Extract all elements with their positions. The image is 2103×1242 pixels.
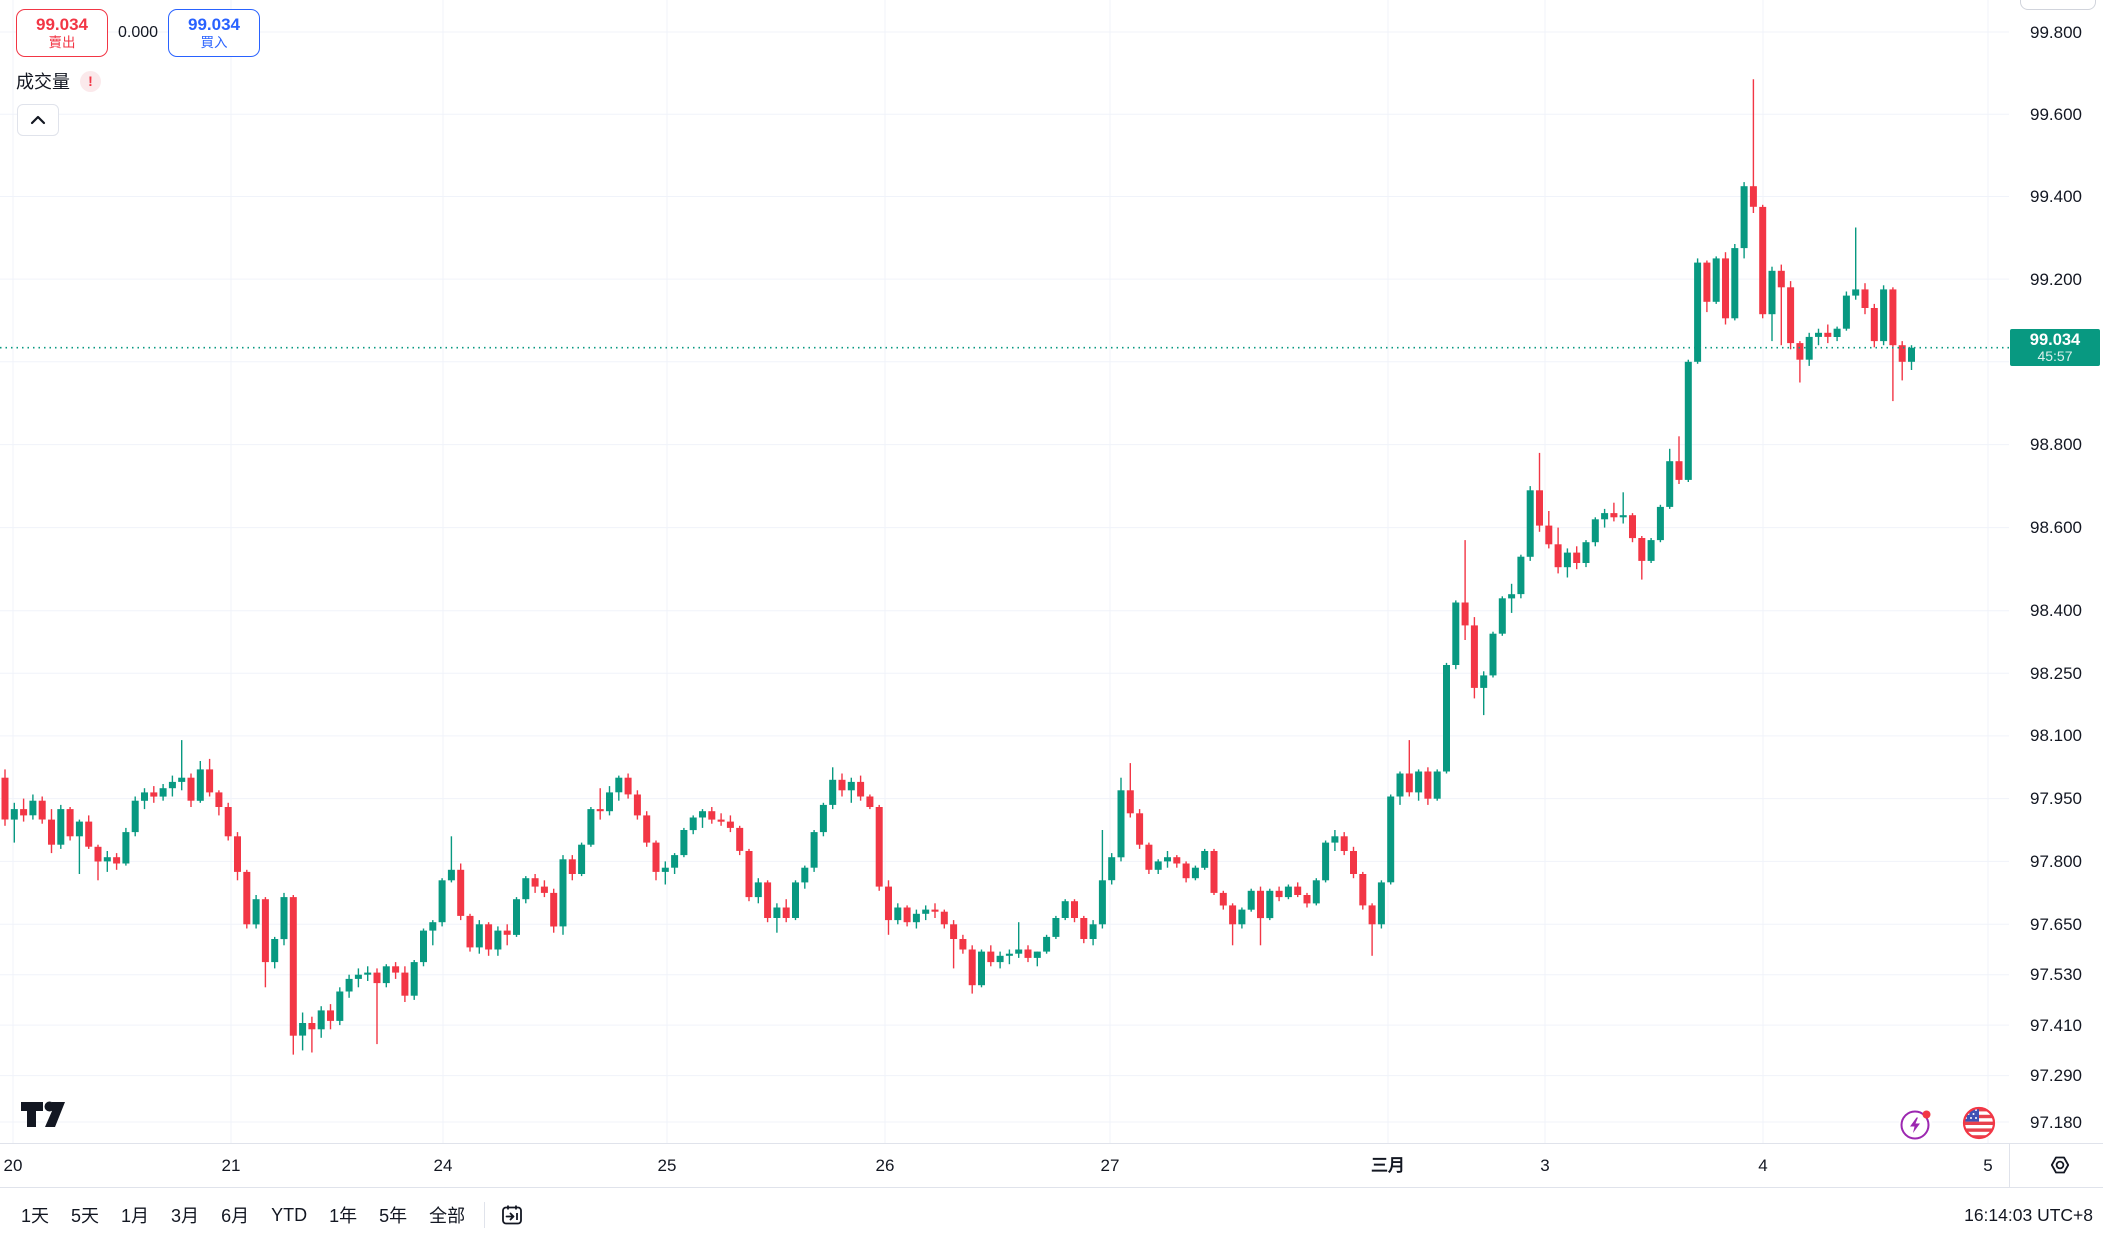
time-axis-label: 5	[1983, 1156, 1993, 1175]
volume-indicator-label[interactable]: 成交量	[16, 72, 70, 92]
range-5天[interactable]: 5天	[71, 1206, 100, 1226]
price-axis-label: 97.950	[2030, 789, 2082, 809]
current-price-badge: 99.034 45:57	[2010, 329, 2100, 367]
price-axis-label: 97.180	[2030, 1112, 2082, 1132]
time-axis-label: 26	[875, 1156, 895, 1175]
price-axis-label: 99.200	[2030, 269, 2082, 289]
goto-date-button[interactable]	[493, 1196, 531, 1234]
time-axis-separator	[0, 1143, 2103, 1144]
price-axis-label: 97.800	[2030, 851, 2082, 871]
price-axis-label: 99.600	[2030, 104, 2082, 124]
range-3月[interactable]: 3月	[171, 1206, 200, 1226]
clock[interactable]: 16:14:03 UTC+8	[1964, 1204, 2093, 1225]
axis-settings-button[interactable]	[2046, 1151, 2074, 1179]
lightning-icon	[1900, 1110, 1931, 1140]
time-axis-label: 3	[1540, 1156, 1550, 1175]
gear-icon	[2050, 1156, 2070, 1174]
flag-icon	[1962, 1106, 1996, 1140]
sell-label: 賣出	[48, 35, 76, 50]
candlestick-chart[interactable]	[0, 0, 2009, 1143]
indicator-row: 成交量 !	[16, 68, 101, 94]
price-axis-label: 98.100	[2030, 726, 2082, 746]
chevron-up-icon	[30, 115, 46, 125]
calendar-goto-icon	[502, 1205, 523, 1225]
time-axis-label: 27	[1100, 1156, 1120, 1175]
range-1月[interactable]: 1月	[121, 1206, 150, 1226]
price-axis-label: 97.290	[2030, 1066, 2082, 1086]
range-toolbar: 1天 5天 1月 3月 6月 YTD 1年 5年 全部	[10, 1188, 531, 1242]
sell-price: 99.034	[36, 15, 88, 34]
range-5年[interactable]: 5年	[379, 1206, 408, 1226]
time-axis-label: 24	[433, 1156, 453, 1175]
price-axis-label: 98.600	[2030, 518, 2082, 538]
time-axis-label: 20	[3, 1156, 23, 1175]
price-axis-label: 97.530	[2030, 965, 2082, 985]
time-axis[interactable]: 20 21 24 25 26 27 三月 3 4 5	[0, 1144, 2009, 1187]
buy-label: 買入	[200, 35, 228, 50]
range-1年[interactable]: 1年	[329, 1206, 358, 1226]
price-axis-label: 99.800	[2030, 22, 2082, 42]
range-6月[interactable]: 6月	[221, 1206, 250, 1226]
tradingview-logo[interactable]	[19, 1096, 71, 1128]
current-price: 99.034	[2029, 331, 2081, 350]
bar-countdown: 45:57	[2037, 348, 2073, 365]
us-flag-icon[interactable]	[1962, 1106, 1996, 1140]
warning-icon[interactable]: !	[80, 70, 101, 92]
price-axis-label: 98.400	[2030, 601, 2082, 621]
time-axis-label: 4	[1758, 1156, 1768, 1175]
range-YTD[interactable]: YTD	[271, 1204, 308, 1225]
time-axis-label: 21	[221, 1156, 241, 1175]
toolbar-separator	[0, 1187, 2103, 1188]
time-axis-label: 三月	[1371, 1156, 1405, 1175]
buy-button[interactable]: 99.034 買入	[168, 9, 260, 57]
price-axis-label: 98.800	[2030, 435, 2082, 455]
price-axis[interactable]: 99.800 99.600 99.400 99.200 98.800 98.600 98.4…	[2009, 0, 2103, 1143]
buy-price: 99.034	[188, 15, 240, 34]
range-1天[interactable]: 1天	[21, 1206, 50, 1226]
price-axis-label: 98.250	[2030, 663, 2082, 683]
range-全部[interactable]: 全部	[429, 1206, 466, 1226]
price-axis-label: 97.650	[2030, 914, 2082, 934]
quick-trade-button[interactable]	[1899, 1108, 1932, 1141]
collapse-pane-button[interactable]	[17, 104, 59, 136]
price-axis-label: 99.400	[2030, 187, 2082, 206]
spread-value: 0.000	[117, 24, 159, 41]
time-axis-label: 25	[657, 1156, 677, 1175]
price-axis-pill	[2020, 0, 2096, 10]
sell-button[interactable]: 99.034 賣出	[16, 9, 108, 57]
price-axis-label: 97.410	[2030, 1015, 2082, 1035]
toolbar-divider	[484, 1202, 486, 1228]
